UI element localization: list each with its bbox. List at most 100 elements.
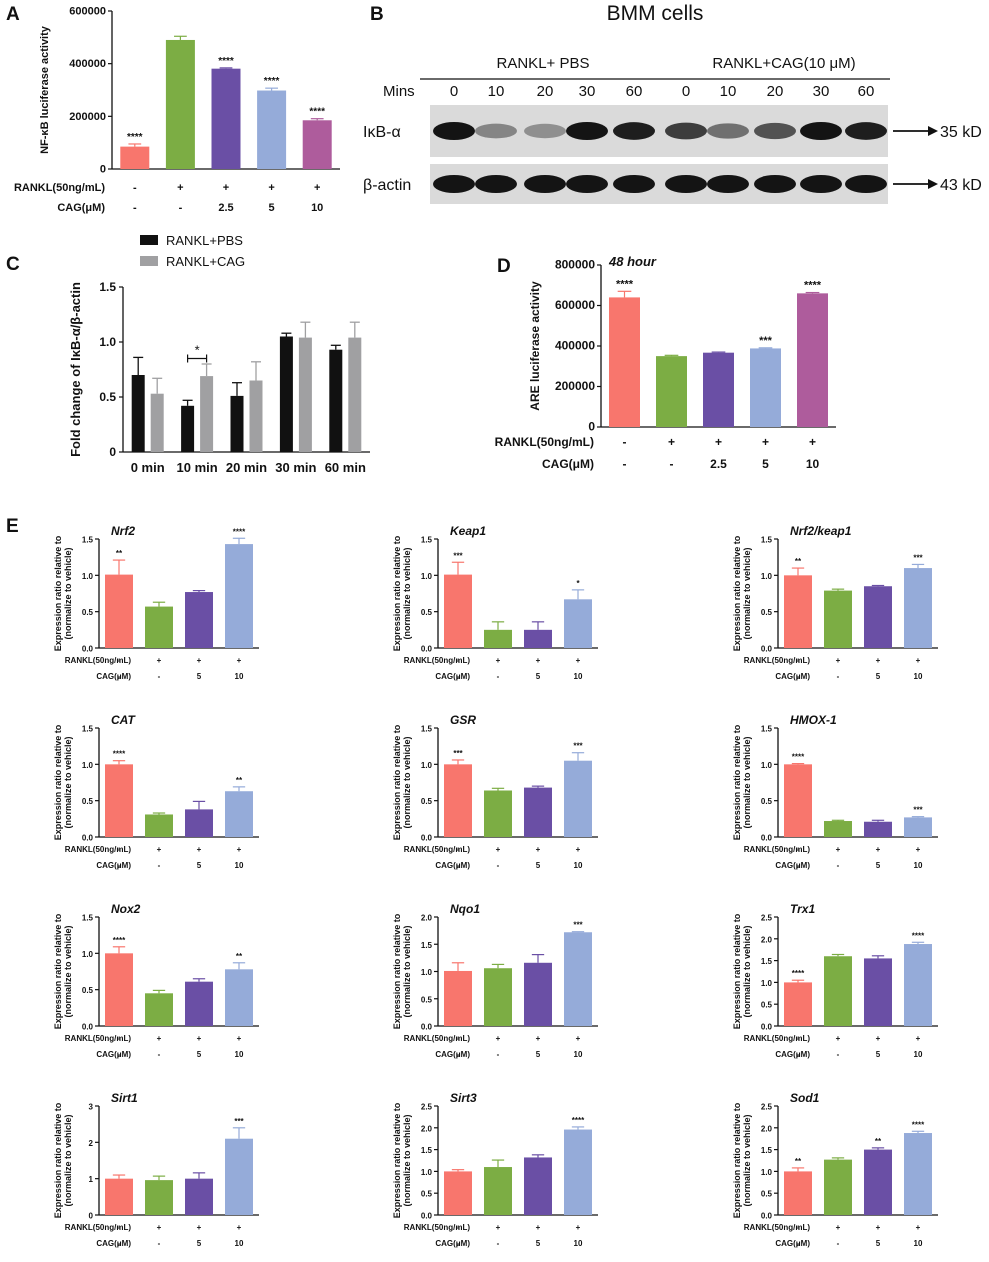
significance-mark: ** <box>795 1157 802 1166</box>
condition-value: - <box>837 1239 840 1248</box>
condition-label: RANKL(50ng/mL) <box>744 1223 811 1232</box>
condition-value: 10 <box>574 672 583 681</box>
condition-value: 10 <box>914 672 923 681</box>
condition-label: RANKL(50ng/mL) <box>65 656 132 665</box>
condition-value: - <box>457 1239 460 1248</box>
y-tick-label: 2 <box>89 1139 94 1148</box>
condition-value: + <box>876 656 881 665</box>
bar <box>656 356 687 427</box>
bar <box>105 574 133 648</box>
bar <box>145 1180 173 1215</box>
bar <box>150 393 164 452</box>
y-tick-label: 0.0 <box>761 834 773 843</box>
bar <box>484 968 512 1026</box>
y-tick-label: 1.0 <box>421 1168 433 1177</box>
condition-value: + <box>536 1223 541 1232</box>
significance-mark: *** <box>453 551 463 560</box>
blot-band <box>707 175 749 193</box>
blot-label: β-actin <box>363 177 411 194</box>
bar <box>824 821 852 837</box>
condition-value: 5 <box>876 1239 881 1248</box>
bar <box>609 297 640 427</box>
bar <box>824 956 852 1026</box>
condition-value: + <box>237 845 242 854</box>
panel-letter-c: C <box>6 254 20 275</box>
condition-value: - <box>797 1050 800 1059</box>
time-label: 20 <box>537 83 554 100</box>
condition-label: CAG(μM) <box>435 1239 470 1248</box>
condition-value: - <box>837 672 840 681</box>
significance-mark: **** <box>113 936 126 945</box>
condition-value: + <box>223 182 229 194</box>
chart-nqo1: Nqo1 0.0 0.5 1.0 1.5 2.0 Expression ratio rela… <box>392 902 598 1059</box>
significance-mark: **** <box>804 280 822 292</box>
condition-value: + <box>916 1034 921 1043</box>
bar <box>524 962 552 1026</box>
condition-value: 10 <box>914 861 923 870</box>
condition-value: - <box>497 672 500 681</box>
y-tick-label: 0 <box>109 445 116 459</box>
y-tick-label: 0.0 <box>82 1023 94 1032</box>
condition-label: RANKL(50ng/mL) <box>495 435 594 449</box>
blot-band <box>845 122 887 140</box>
chart-title: Nrf2/keap1 <box>790 524 852 538</box>
blot-band <box>845 175 887 193</box>
arrow-head <box>928 126 938 136</box>
bar <box>484 629 512 648</box>
y-tick-label: 0 <box>89 1212 94 1221</box>
time-label: 20 <box>767 83 784 100</box>
bar <box>524 1157 552 1215</box>
condition-value: - <box>497 861 500 870</box>
y-tick-label: 0.5 <box>421 1190 433 1199</box>
time-label: 0 <box>450 83 458 100</box>
y-tick-label: 0.0 <box>761 645 773 654</box>
condition-label: CAG(μM) <box>435 861 470 870</box>
bar <box>444 970 472 1026</box>
chart-title: Sod1 <box>790 1091 820 1105</box>
condition-value: - <box>623 435 627 449</box>
condition-value: - <box>670 457 674 471</box>
legend-label: RANKL+CAG <box>166 254 245 269</box>
condition-label: RANKL(50ng/mL) <box>744 845 811 854</box>
bar <box>703 352 734 427</box>
bar <box>225 1138 253 1215</box>
chart-gsr: GSR 0.0 0.5 1.0 1.5 Expression ratio relative… <box>392 713 598 870</box>
bar <box>257 90 287 169</box>
condition-value: - <box>118 1223 121 1232</box>
blot-band <box>613 175 655 193</box>
bar <box>230 395 244 452</box>
condition-value: - <box>118 656 121 665</box>
blot-title: BMM cells <box>607 2 704 25</box>
blot-group-2: RANKL+CAG(10 μM) <box>712 55 855 72</box>
condition-value: + <box>177 182 183 194</box>
bar <box>225 791 253 837</box>
y-tick-label: 1.5 <box>82 725 94 734</box>
chart-title: Sirt3 <box>450 1091 477 1105</box>
bar <box>864 1149 892 1215</box>
condition-label: RANKL(50ng/mL) <box>744 656 811 665</box>
bar <box>165 39 195 169</box>
condition-value: + <box>668 435 675 449</box>
condition-value: + <box>916 1223 921 1232</box>
condition-value: 5 <box>197 861 202 870</box>
significance-mark: **** <box>113 750 126 759</box>
condition-value: 10 <box>574 1050 583 1059</box>
bar <box>105 764 133 837</box>
y-tick-label: 0.5 <box>82 797 94 806</box>
y-tick-label: 0.0 <box>761 1212 773 1221</box>
condition-value: + <box>496 1034 501 1043</box>
y-axis-label: (normalize to vehicle) <box>742 547 752 639</box>
bar <box>784 982 812 1026</box>
condition-value: - <box>797 672 800 681</box>
panel-a: A 0 200000 400000 600000 NF-κB luciferase act… <box>6 4 340 214</box>
condition-value: 5 <box>197 1239 202 1248</box>
condition-value: - <box>158 1050 161 1059</box>
condition-value: 10 <box>235 672 244 681</box>
y-tick-label: 0.5 <box>421 608 433 617</box>
condition-value: + <box>576 656 581 665</box>
condition-value: + <box>536 1034 541 1043</box>
condition-value: + <box>268 182 274 194</box>
bar <box>864 821 892 837</box>
bar <box>824 1159 852 1215</box>
bar <box>904 1133 932 1215</box>
